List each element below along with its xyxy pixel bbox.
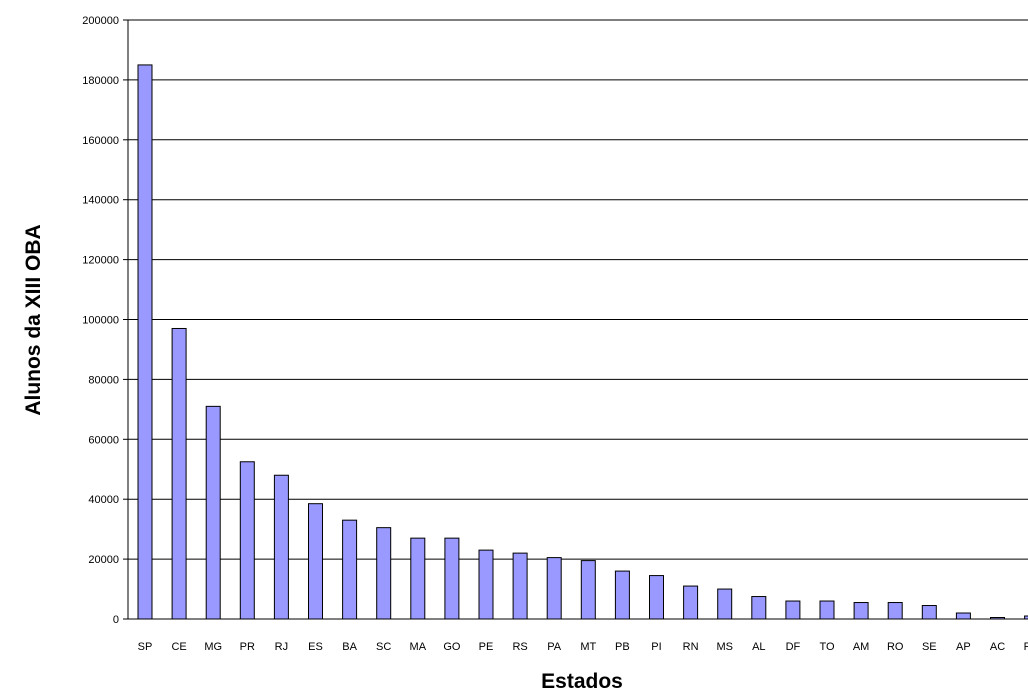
x-tick-label: RS <box>512 641 527 653</box>
x-tick-label: RJ <box>275 641 288 653</box>
x-tick-label: PR <box>240 641 255 653</box>
y-axis-title: Alunos da XIII OBA <box>22 224 45 415</box>
bar-sp <box>137 64 153 620</box>
axes <box>127 20 1028 620</box>
bar-ce <box>171 327 187 620</box>
bar-es <box>308 503 323 620</box>
bar-rr <box>1024 615 1028 620</box>
x-tick-label: RN <box>683 641 699 653</box>
x-tick-label: MS <box>716 641 733 653</box>
y-tick-label: 40000 <box>88 494 119 506</box>
y-tick-label: 180000 <box>82 75 119 87</box>
x-tick-label: AP <box>956 641 971 653</box>
x-axis-title: Estados <box>541 670 623 693</box>
y-tick-label: 100000 <box>82 315 119 327</box>
y-tick-label: 60000 <box>88 434 119 446</box>
bar-ma <box>410 537 426 620</box>
x-tick-labels: SP CE MG PR RJ ES BA SC MA GO PE RS PA MT PB PI RN MS AL DF… <box>138 641 1028 653</box>
bar-mt <box>580 560 596 620</box>
y-tick-labels: 0 20000 40000 60000 80000 100000 120000 140000 1… <box>82 15 119 626</box>
bar-pb <box>614 570 630 620</box>
bar-ap <box>955 612 971 620</box>
x-tick-label: BA <box>342 641 357 653</box>
x-tick-label: SC <box>376 641 391 653</box>
x-tick-label: RR <box>1024 641 1028 653</box>
bar-sc <box>376 527 392 620</box>
x-tick-label: SE <box>922 641 937 653</box>
bar-pa <box>546 557 562 620</box>
bar-ro <box>887 602 903 620</box>
x-tick-label: ES <box>308 641 323 653</box>
y-tick-label: 120000 <box>82 255 119 267</box>
x-tick-label: TO <box>819 641 835 653</box>
bar-al <box>751 596 767 620</box>
x-tick-label: MA <box>410 641 427 653</box>
bar-am <box>853 602 869 620</box>
gridlines <box>123 19 1028 620</box>
x-tick-label: MT <box>580 641 596 653</box>
x-tick-label: AM <box>853 641 870 653</box>
x-tick-label: MG <box>204 641 222 653</box>
x-tick-label: PA <box>547 641 562 653</box>
bar-pe <box>478 549 494 620</box>
y-tick-label: 200000 <box>82 15 119 27</box>
x-tick-label: PE <box>479 641 494 653</box>
x-tick-label: SP <box>138 641 153 653</box>
bar-rj <box>273 474 289 620</box>
bar-pr <box>239 461 255 620</box>
bar-to <box>819 600 835 620</box>
x-tick-label: CE <box>171 641 186 653</box>
y-tick-label: 20000 <box>88 554 119 566</box>
x-tick-label: PB <box>615 641 630 653</box>
bar-rn <box>683 585 699 620</box>
bar-pi <box>649 575 664 620</box>
bar-df <box>785 600 801 620</box>
y-tick-label: 0 <box>113 614 119 626</box>
bars <box>137 64 1028 620</box>
x-tick-label: AC <box>990 641 1005 653</box>
x-tick-label: GO <box>443 641 461 653</box>
x-tick-label: RO <box>887 641 904 653</box>
bar-ms <box>717 588 733 620</box>
x-tick-label: AL <box>752 641 765 653</box>
bar-rs <box>512 552 528 620</box>
x-tick-label: DF <box>786 641 801 653</box>
y-tick-label: 160000 <box>82 135 119 147</box>
bar-mg <box>205 405 221 620</box>
bar-ba <box>342 519 358 620</box>
y-tick-label: 80000 <box>88 374 119 386</box>
bar-go <box>444 537 460 620</box>
x-tick-label: PI <box>651 641 661 653</box>
y-tick-label: 140000 <box>82 195 119 207</box>
bar-se <box>921 605 937 620</box>
